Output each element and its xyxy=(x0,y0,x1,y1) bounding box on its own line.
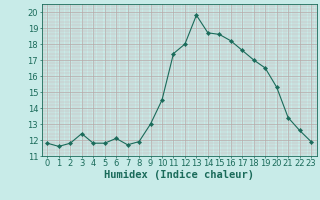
X-axis label: Humidex (Indice chaleur): Humidex (Indice chaleur) xyxy=(104,170,254,180)
